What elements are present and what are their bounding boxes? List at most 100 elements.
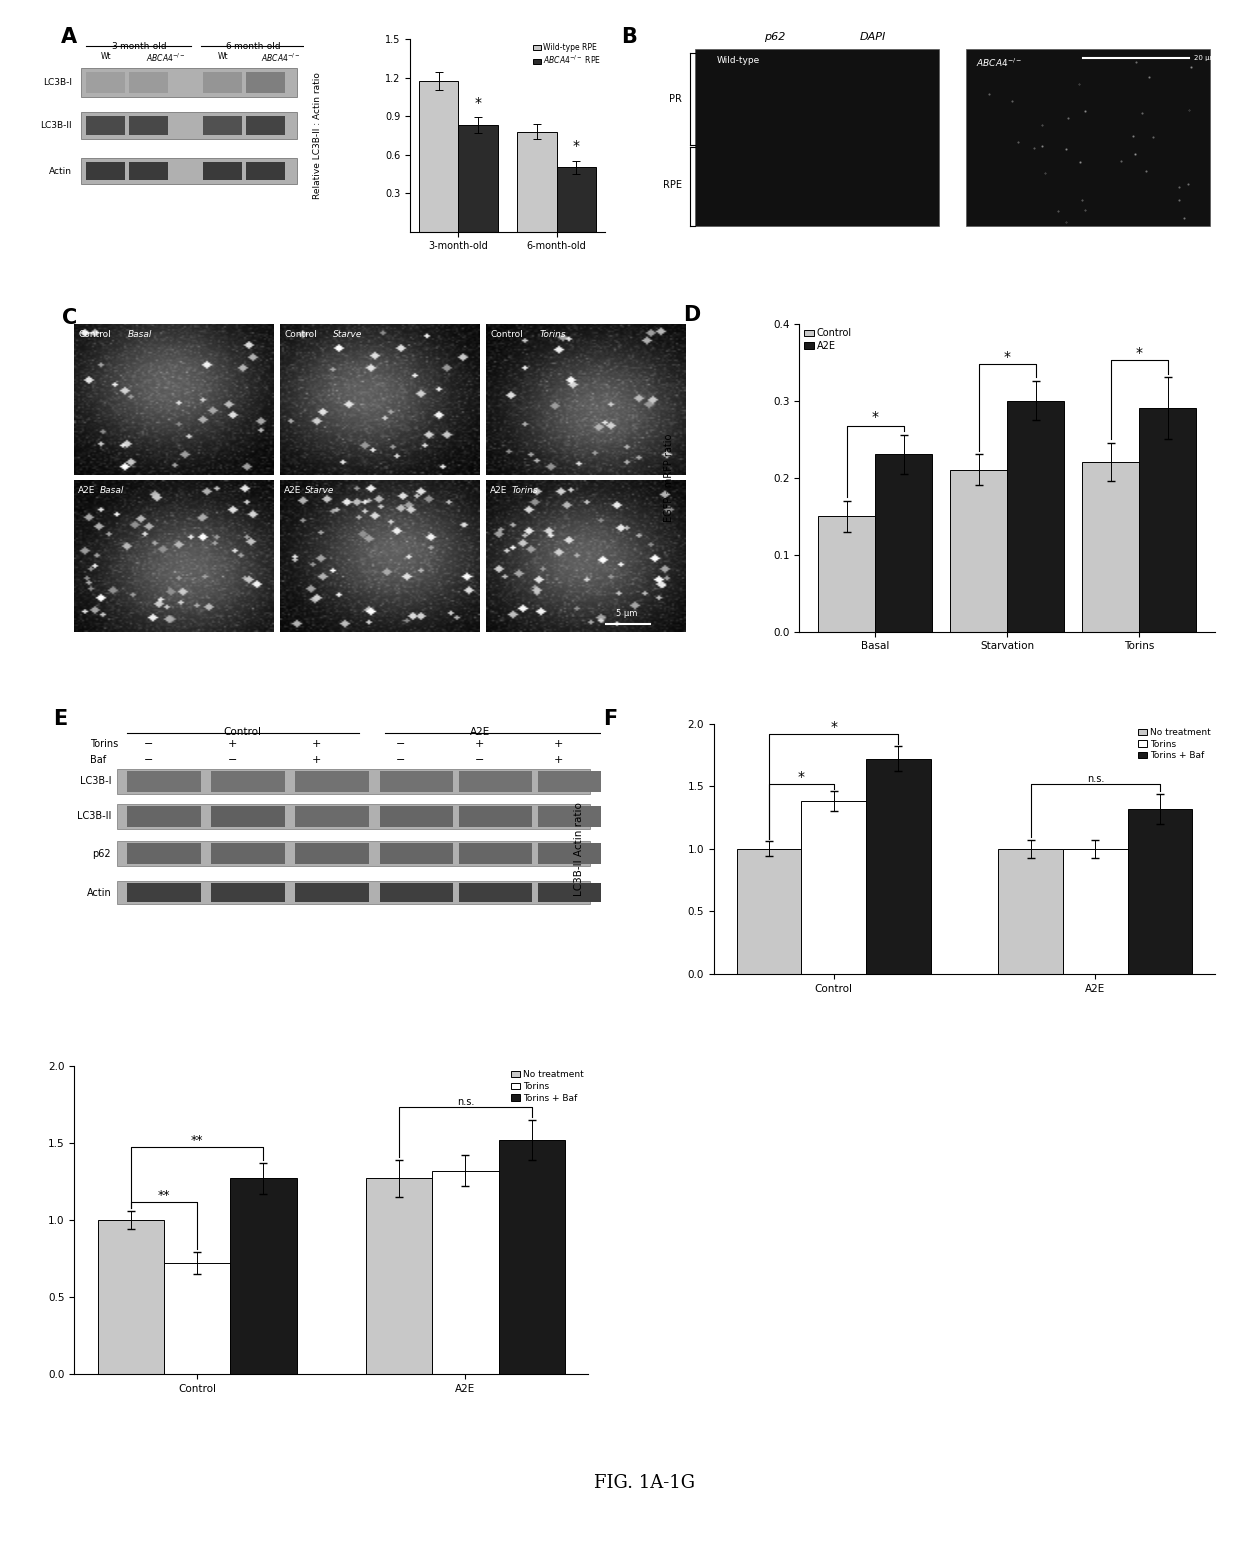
Text: LC3B-II: LC3B-II [77, 811, 112, 822]
Text: A: A [61, 28, 77, 47]
Text: *: * [475, 95, 481, 109]
Text: Baf: Baf [91, 754, 107, 765]
Text: A2E: A2E [284, 486, 301, 495]
Text: −: − [396, 754, 405, 765]
Bar [98, 1220, 164, 1375]
Bar [117, 769, 590, 793]
Bar [295, 770, 370, 792]
Bar [498, 1140, 565, 1375]
Bar [696, 48, 939, 226]
Text: −: − [144, 739, 153, 748]
Bar [211, 883, 285, 901]
Bar [875, 455, 932, 631]
Bar [557, 167, 596, 231]
Text: RPE: RPE [663, 181, 682, 191]
Text: Torins: Torins [91, 739, 119, 748]
Text: Wt: Wt [102, 52, 112, 61]
Text: PR: PR [670, 94, 682, 103]
Bar [203, 72, 242, 92]
Bar [379, 843, 454, 864]
Bar [129, 72, 169, 92]
Text: Basal: Basal [99, 486, 124, 495]
Text: Starve: Starve [305, 486, 335, 495]
Bar [950, 470, 1007, 631]
Text: $ABCA4^{-/-}$: $ABCA4^{-/-}$ [262, 52, 301, 64]
Bar [419, 81, 459, 231]
Text: *: * [1003, 350, 1011, 364]
Text: −: − [475, 754, 485, 765]
Bar [737, 848, 801, 975]
Bar [82, 67, 296, 97]
Bar [203, 116, 242, 136]
Text: *: * [872, 409, 879, 423]
Bar [164, 1264, 231, 1375]
Legend: No treatment, Torins, Torins + Baf: No treatment, Torins, Torins + Baf [511, 1070, 584, 1103]
Text: Starve: Starve [334, 330, 362, 339]
Bar [517, 131, 557, 231]
Text: C: C [62, 308, 78, 328]
Bar [1140, 408, 1197, 631]
Text: +: + [228, 739, 237, 748]
Text: 5 µm: 5 µm [616, 609, 637, 619]
Bar [801, 801, 866, 975]
Text: 3-month-old: 3-month-old [110, 42, 166, 52]
Bar [379, 770, 454, 792]
Bar [126, 883, 201, 901]
Bar [126, 806, 201, 826]
Bar [247, 116, 285, 136]
Text: A2E: A2E [490, 486, 507, 495]
Bar [211, 770, 285, 792]
Bar [211, 843, 285, 864]
Text: Basal: Basal [128, 330, 151, 339]
Bar [117, 842, 590, 867]
Text: D: D [683, 305, 699, 325]
Text: Torins: Torins [539, 330, 565, 339]
Bar [538, 806, 611, 826]
Bar [86, 72, 125, 92]
Text: Wild-type: Wild-type [717, 56, 760, 66]
Bar [459, 806, 532, 826]
Y-axis label: EGFP : mRFP ratio: EGFP : mRFP ratio [665, 433, 675, 522]
Bar [86, 116, 125, 136]
Bar [1063, 848, 1127, 975]
Y-axis label: Relative LC3B-II : Actin ratio: Relative LC3B-II : Actin ratio [314, 72, 322, 198]
Text: n.s.: n.s. [1086, 773, 1104, 784]
Text: +: + [554, 754, 563, 765]
Text: A2E: A2E [78, 486, 95, 495]
Legend: Control, A2E: Control, A2E [804, 328, 852, 351]
Text: p62: p62 [764, 31, 786, 42]
Text: FIG. 1A-1G: FIG. 1A-1G [594, 1473, 696, 1492]
Y-axis label: LC3B-II Actin ratio: LC3B-II Actin ratio [574, 801, 584, 895]
Text: Wt: Wt [218, 52, 229, 61]
Bar [459, 843, 532, 864]
Text: $ABCA4^{-/-}$: $ABCA4^{-/-}$ [976, 56, 1023, 69]
Bar [1083, 462, 1140, 631]
Bar [1007, 400, 1064, 631]
Text: 20 µm: 20 µm [1194, 55, 1216, 61]
Bar [998, 848, 1063, 975]
Bar [117, 881, 590, 904]
Bar [117, 804, 590, 829]
Text: Control: Control [284, 330, 317, 339]
Bar [231, 1178, 296, 1375]
Text: B: B [621, 28, 637, 47]
Text: LC3B-I: LC3B-I [43, 78, 72, 87]
Bar [295, 843, 370, 864]
Bar [538, 770, 611, 792]
Bar [211, 806, 285, 826]
Bar [459, 770, 532, 792]
Text: Actin: Actin [50, 167, 72, 175]
Text: −: − [144, 754, 153, 765]
Text: Torins: Torins [511, 486, 538, 495]
Text: LC3B-I: LC3B-I [79, 776, 112, 786]
Text: −: − [228, 754, 237, 765]
Bar [82, 158, 296, 183]
Bar [247, 72, 285, 92]
Text: p62: p62 [93, 848, 112, 859]
Text: F: F [604, 709, 618, 728]
Text: Control: Control [78, 330, 112, 339]
Text: +: + [311, 739, 321, 748]
Text: $ABCA4^{-/-}$: $ABCA4^{-/-}$ [146, 52, 186, 64]
Text: *: * [830, 720, 837, 734]
Bar [379, 806, 454, 826]
